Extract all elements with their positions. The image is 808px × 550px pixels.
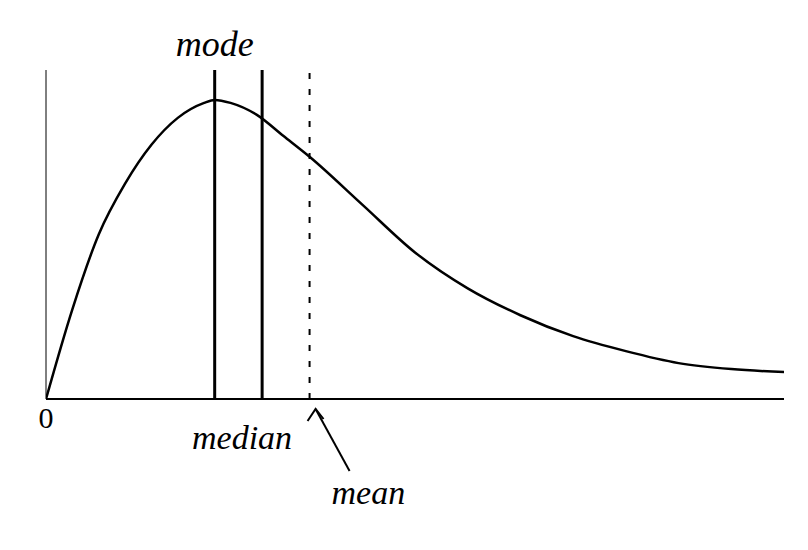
svg-text:0: 0 bbox=[39, 401, 54, 434]
svg-text:median: median bbox=[192, 419, 292, 456]
svg-text:mean: mean bbox=[332, 474, 406, 511]
svg-text:mode: mode bbox=[176, 24, 254, 64]
